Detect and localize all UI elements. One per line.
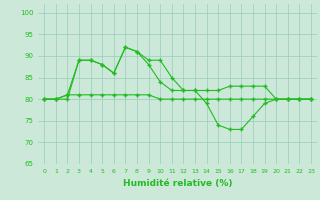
X-axis label: Humidité relative (%): Humidité relative (%) [123, 179, 232, 188]
